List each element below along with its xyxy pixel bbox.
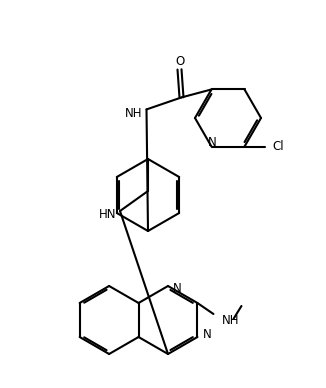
Text: N: N — [173, 282, 182, 294]
Text: Cl: Cl — [273, 140, 284, 153]
Text: O: O — [175, 55, 184, 68]
Text: N: N — [202, 327, 211, 341]
Text: NH: NH — [221, 314, 239, 326]
Text: N: N — [208, 136, 217, 149]
Text: NH: NH — [125, 107, 142, 120]
Text: HN: HN — [98, 208, 116, 222]
